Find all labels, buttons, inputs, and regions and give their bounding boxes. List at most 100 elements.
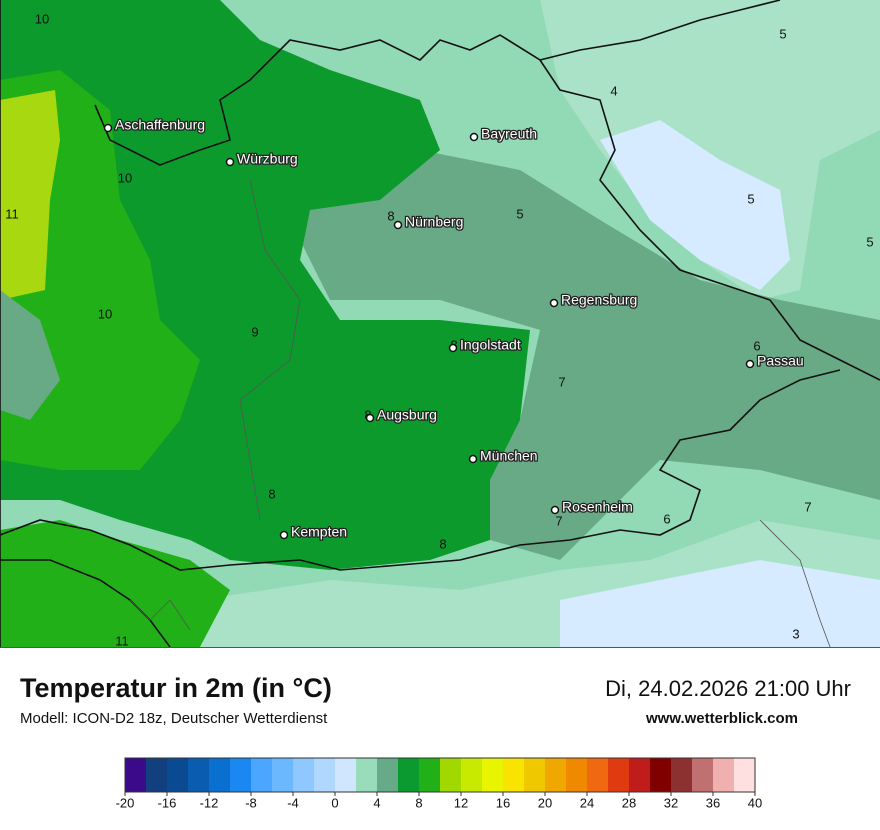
colorbar-segment bbox=[461, 758, 483, 792]
contour-label: 5 bbox=[866, 234, 873, 249]
city-dot bbox=[448, 343, 458, 353]
border-line bbox=[0, 559, 171, 648]
contour-label: 7 bbox=[558, 374, 565, 389]
contour-label: 10 bbox=[35, 11, 49, 26]
contour-label: 9 bbox=[251, 324, 258, 339]
colorbar: -20 -16 -12 -8 -4 0 4 8 12 16 20 24 28 32 36 40 bbox=[116, 757, 762, 810]
colorbar-tick-label: 12 bbox=[454, 795, 468, 810]
colorbar-tick-label: 20 bbox=[538, 795, 552, 810]
city-dot bbox=[745, 359, 755, 369]
title: Temperatur in 2m (in °C) bbox=[20, 673, 332, 703]
district-line bbox=[129, 599, 191, 631]
colorbar-segment bbox=[167, 758, 189, 792]
city-dot bbox=[365, 413, 375, 423]
city-label: Ingolstadt bbox=[460, 337, 521, 353]
city-label: Regensburg bbox=[561, 292, 637, 308]
city-dot bbox=[103, 123, 113, 133]
region bbox=[560, 560, 880, 647]
region bbox=[290, 150, 880, 560]
subtitle: Modell: ICON-D2 18z, Deutscher Wetterdie… bbox=[20, 710, 328, 727]
colorbar-tick-label: 36 bbox=[706, 795, 720, 810]
colorbar-tick-label: -20 bbox=[116, 795, 135, 810]
city-dot bbox=[550, 505, 560, 515]
colorbar-tick-label: -16 bbox=[158, 795, 177, 810]
colorbar-segment bbox=[440, 758, 462, 792]
border-line bbox=[0, 369, 841, 571]
contour-label: 6 bbox=[753, 338, 760, 353]
contour-label: 11 bbox=[115, 633, 129, 648]
colorbar-tick-label: -4 bbox=[287, 795, 299, 810]
colorbar-segment bbox=[230, 758, 252, 792]
region bbox=[540, 0, 880, 300]
datetime: Di, 24.02.2026 21:00 Uhr bbox=[605, 676, 851, 701]
map: 105410118555109687887678113 Aschaffenbur… bbox=[0, 0, 880, 648]
region bbox=[0, 290, 60, 420]
colorbar-tick-label: -12 bbox=[200, 795, 219, 810]
contour-label: 8 bbox=[439, 536, 446, 551]
contour-label: 5 bbox=[747, 191, 754, 206]
colorbar-tick-label: -8 bbox=[245, 795, 257, 810]
city-label: Augsburg bbox=[377, 407, 437, 423]
contour-label: 7 bbox=[804, 499, 811, 514]
colorbar-segment bbox=[671, 758, 693, 792]
district-line bbox=[759, 519, 831, 648]
colorbar-segment bbox=[482, 758, 504, 792]
contour-label: 10 bbox=[98, 306, 112, 321]
colorbar-segment bbox=[272, 758, 294, 792]
city-label: Aschaffenburg bbox=[115, 117, 205, 133]
colorbar-segment bbox=[125, 758, 147, 792]
region bbox=[0, 520, 230, 647]
colorbar-tick-label: 32 bbox=[664, 795, 678, 810]
colorbar-tick-label: 8 bbox=[415, 795, 422, 810]
city-dot bbox=[469, 132, 479, 142]
city-dot bbox=[393, 220, 403, 230]
contour-label: 6 bbox=[663, 511, 670, 526]
border-line bbox=[94, 34, 880, 381]
city-dot bbox=[279, 530, 289, 540]
colorbar-segment bbox=[293, 758, 315, 792]
colorbar-segment bbox=[251, 758, 273, 792]
contour-label: 3 bbox=[792, 626, 799, 641]
colorbar-tick-label: 0 bbox=[331, 795, 338, 810]
colorbar-segment bbox=[356, 758, 378, 792]
colorbar-segment bbox=[650, 758, 672, 792]
city-label: Passau bbox=[757, 353, 804, 369]
colorbar-segment bbox=[419, 758, 441, 792]
city-label: Bayreuth bbox=[481, 126, 537, 142]
contour-label: 8 bbox=[268, 486, 275, 501]
city-dot bbox=[549, 298, 559, 308]
colorbar-segment bbox=[146, 758, 168, 792]
colorbar-segment bbox=[335, 758, 357, 792]
city-label: München bbox=[480, 448, 538, 464]
colorbar-frame bbox=[124, 757, 756, 793]
colorbar-segment bbox=[503, 758, 525, 792]
contour-label: 7 bbox=[555, 513, 562, 528]
colorbar-segment bbox=[377, 758, 399, 792]
colorbar-tick-label: 40 bbox=[748, 795, 762, 810]
colorbar-tick-label: 28 bbox=[622, 795, 636, 810]
city-label: Rosenheim bbox=[562, 499, 633, 515]
city-dot bbox=[225, 157, 235, 167]
borders bbox=[0, 0, 880, 648]
colorbar-segment bbox=[566, 758, 588, 792]
city-label: Kempten bbox=[291, 524, 347, 540]
cities: Aschaffenburg Würzburg Bayreuth Nürnberg Reg… bbox=[103, 115, 805, 541]
city-label: Nürnberg bbox=[405, 214, 463, 230]
colorbar-tick-label: 24 bbox=[580, 795, 594, 810]
colorbar-segment bbox=[734, 758, 756, 792]
colorbar-segment bbox=[587, 758, 609, 792]
contour-label: 11 bbox=[5, 206, 19, 221]
colorbar-segment bbox=[713, 758, 735, 792]
region bbox=[600, 120, 790, 290]
contour-label: 4 bbox=[610, 83, 617, 98]
colorbar-segment bbox=[398, 758, 420, 792]
district-lines bbox=[129, 179, 831, 648]
contour-label: 5 bbox=[779, 26, 786, 41]
website: www.wetterblick.com bbox=[645, 710, 798, 727]
border-line bbox=[539, 0, 781, 61]
contour-label: 8 bbox=[387, 208, 394, 223]
colorbar-segment bbox=[545, 758, 567, 792]
colorbar-tick-label: 4 bbox=[373, 795, 380, 810]
